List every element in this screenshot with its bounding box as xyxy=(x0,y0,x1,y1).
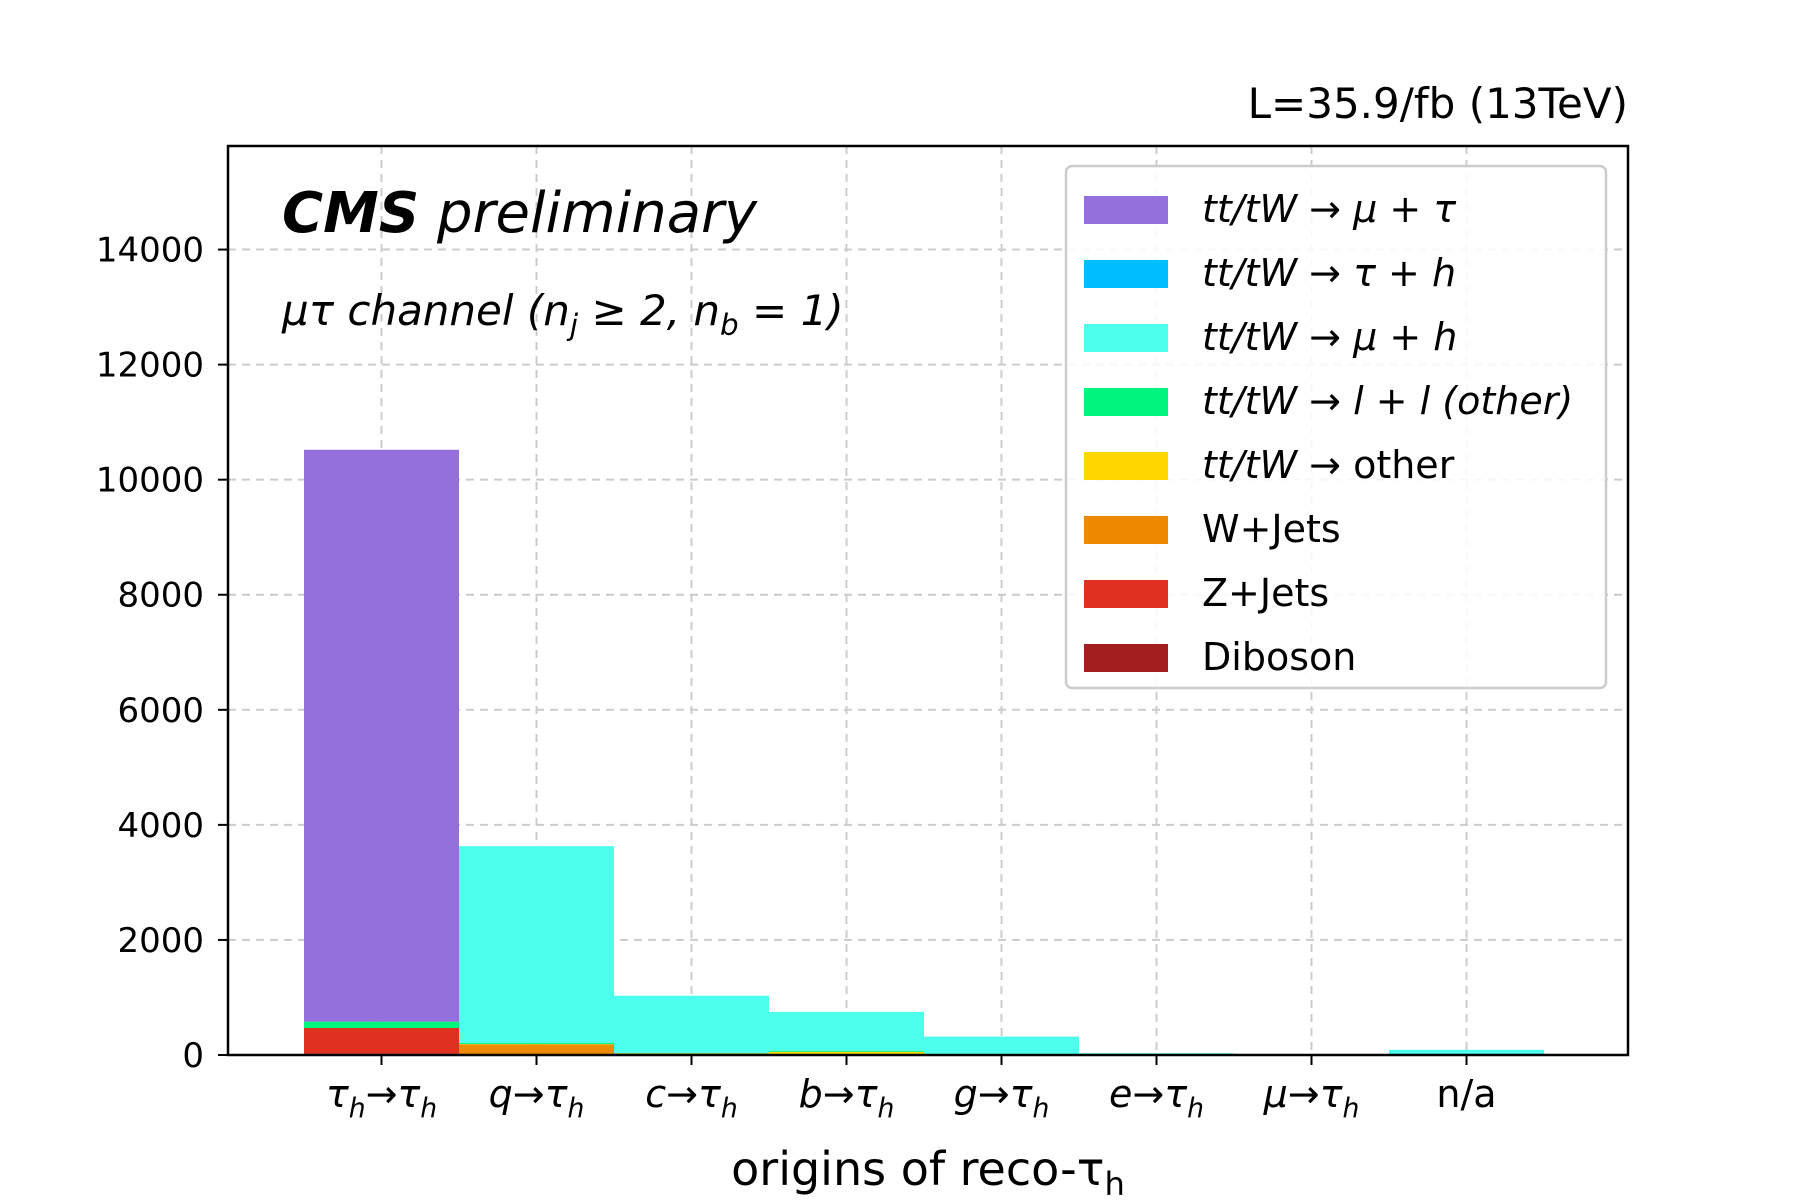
y-tick-label: 2000 xyxy=(117,921,204,961)
x-tick-label: b→τh​ xyxy=(799,1072,895,1124)
legend-swatch-tt-tw-l-l-other xyxy=(1084,388,1168,416)
y-tick-label: 12000 xyxy=(96,346,204,386)
bar-segment-w-jets xyxy=(459,1044,614,1055)
y-tick-label: 0 xyxy=(182,1036,204,1076)
x-tick-label: q→τh​ xyxy=(489,1072,585,1124)
y-tick-label: 14000 xyxy=(96,231,204,271)
legend-swatch-tt-tw xyxy=(1084,196,1168,224)
legend-label-tt-tw-h: tt/tW → μ + h xyxy=(1202,315,1457,359)
legend: tt/tW → μ + τ tt/tW → τ + h tt/tW → μ + h t… xyxy=(1064,164,1608,690)
bar-segment-z-jets xyxy=(304,1027,459,1054)
legend-box xyxy=(1064,164,1608,690)
legend-label-tt-tw-h: tt/tW → τ + h xyxy=(1202,251,1456,295)
bar-segment-tt-tw-h xyxy=(924,1036,1079,1055)
labels-layer: 0 2000 4000 6000 8000 10000 12000 14000 τh​→τh​ q… xyxy=(96,79,1628,1200)
legend-swatch-w-jets xyxy=(1084,516,1168,544)
legend-label-tt-tw: tt/tW → μ + τ xyxy=(1202,187,1457,231)
x-tick-label: τh​→τh​ xyxy=(326,1072,437,1124)
legend-swatch-diboson xyxy=(1084,644,1168,672)
y-tick-label: 6000 xyxy=(117,691,204,731)
legend-label-tt-tw-other: tt/tW → other xyxy=(1202,443,1455,487)
x-tick-label: e→τh​ xyxy=(1109,1072,1204,1124)
y-tick-label: 4000 xyxy=(117,806,204,846)
legend-label-tt-tw-l-l-other: tt/tW → l + l (other) xyxy=(1202,379,1573,423)
bar-segment-tt-tw-h xyxy=(614,995,769,1053)
legend-label-z-jets: Z+Jets xyxy=(1202,571,1329,615)
bar-segment-tt-tw xyxy=(304,449,459,1022)
bars-layer xyxy=(304,449,1544,1055)
bar-segment-tt-tw-h xyxy=(769,1011,924,1051)
bar-segment-tt-tw-l-l-other xyxy=(304,1021,459,1028)
cms-label: CMS preliminary xyxy=(282,181,758,246)
bar-segment-tt-tw-l-l-other xyxy=(769,1050,924,1052)
bar-segment-tt-tw-h xyxy=(459,846,614,1043)
legend-swatch-tt-tw-other xyxy=(1084,452,1168,480)
x-tick-label: n/a xyxy=(1436,1072,1496,1116)
legend-label-diboson: Diboson xyxy=(1202,635,1356,679)
bar-segment-tt-tw-h xyxy=(1389,1049,1544,1055)
channel-label: μτ channel (nj​ ≥ 2, nb​ = 1) xyxy=(281,286,844,342)
bar-segment-tt-tw-l-l-other xyxy=(459,1042,614,1045)
y-tick-label: 10000 xyxy=(96,461,204,501)
legend-swatch-z-jets xyxy=(1084,580,1168,608)
legend-label-w-jets: W+Jets xyxy=(1202,507,1341,551)
x-tick-label: g→τh​ xyxy=(954,1072,1050,1124)
axes-layer xyxy=(218,144,1630,1065)
bar-segment-tt-tw-l-l-other xyxy=(614,1052,769,1054)
legend-swatch-tt-tw-h xyxy=(1084,324,1168,352)
x-tick-label: c→τh​ xyxy=(645,1072,737,1124)
x-tick-label: μ→τh​ xyxy=(1263,1072,1360,1124)
bar-segment-tt-tw-other xyxy=(769,1051,924,1055)
lumi-label: L=35.9/fb (13TeV) xyxy=(1248,79,1628,128)
plot-frame xyxy=(226,144,1630,1057)
legend-swatch-tt-tw-h xyxy=(1084,260,1168,288)
x-axis-title: origins of reco-τh​ xyxy=(731,1142,1125,1200)
y-tick-label: 8000 xyxy=(117,576,204,616)
